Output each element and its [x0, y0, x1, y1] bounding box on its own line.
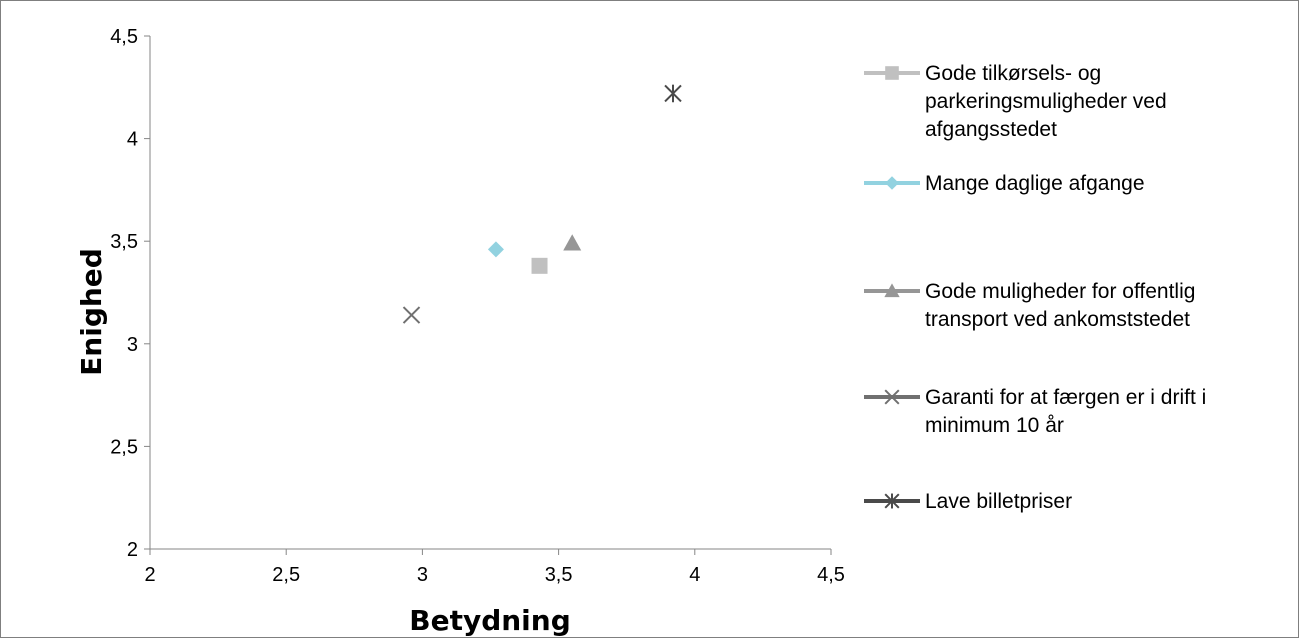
legend-marker-square [885, 66, 899, 80]
legend-label: Mange daglige afgange [925, 172, 1145, 195]
legend-label: Lave billetpriser [925, 490, 1072, 513]
x-tick-label: 4 [689, 564, 700, 586]
diamond-marker [885, 176, 899, 190]
x-axis-title: Betydning [409, 604, 571, 637]
x-tick-label: 3,5 [545, 564, 573, 586]
x-tick-label: 2 [144, 564, 155, 586]
axes [144, 35, 832, 555]
data-point-star [664, 84, 682, 103]
legend-entry: Mange daglige afgange [864, 172, 1145, 195]
data-points [402, 84, 682, 324]
x-tick-label: 3 [417, 564, 428, 586]
legend-label: Gode muligheder for offentlig [925, 280, 1195, 303]
legend-marker-triangle [884, 283, 900, 298]
legend-label: minimum 10 år [925, 414, 1064, 437]
y-axis-title: Enighed [75, 248, 108, 376]
triangle-marker [563, 234, 582, 251]
x-tick-label: 4,5 [817, 564, 845, 586]
legend-marker-x [884, 389, 900, 405]
data-point-diamond [487, 241, 504, 258]
y-tick-label: 4,5 [110, 26, 138, 48]
legend-label: transport ved ankomststedet [925, 308, 1190, 331]
x-tick-label: 2,5 [272, 564, 300, 586]
legend: Gode tilkørsels- og parkeringsmuligheder … [864, 62, 1206, 513]
x-marker-stroke [884, 389, 900, 405]
legend-marker-diamond [885, 176, 899, 190]
data-point-triangle [563, 234, 582, 251]
legend-entry: Gode muligheder for offentlig transport v… [864, 280, 1195, 331]
y-tick-label: 2 [127, 539, 138, 561]
legend-label: parkeringsmuligheder ved [925, 90, 1167, 113]
triangle-marker [884, 283, 900, 298]
legend-label: afgangsstedet [925, 118, 1057, 141]
y-tick-label: 4 [127, 129, 138, 151]
y-tick-label: 3,5 [110, 231, 138, 253]
square-marker [885, 66, 899, 80]
y-tick-label: 3 [127, 334, 138, 356]
y-tick-label: 2,5 [110, 436, 138, 458]
data-point-square [531, 257, 548, 274]
legend-marker-star [884, 493, 900, 509]
x-marker-stroke [402, 306, 421, 324]
diamond-marker [487, 241, 504, 258]
square-marker [531, 257, 548, 274]
legend-label: Garanti for at færgen er i drift i [925, 386, 1206, 409]
legend-entry: Gode tilkørsels- og parkeringsmuligheder … [864, 62, 1167, 141]
legend-entry: Lave billetpriser [864, 490, 1072, 513]
data-point-x [402, 306, 421, 324]
tick-labels: 2 2,5 3 3,5 4 4,5 2 2,5 3 3,5 4 4,5 [110, 26, 845, 586]
legend-entry: Garanti for at færgen er i drift i minimu… [864, 386, 1206, 437]
legend-label: Gode tilkørsels- og [925, 62, 1101, 85]
